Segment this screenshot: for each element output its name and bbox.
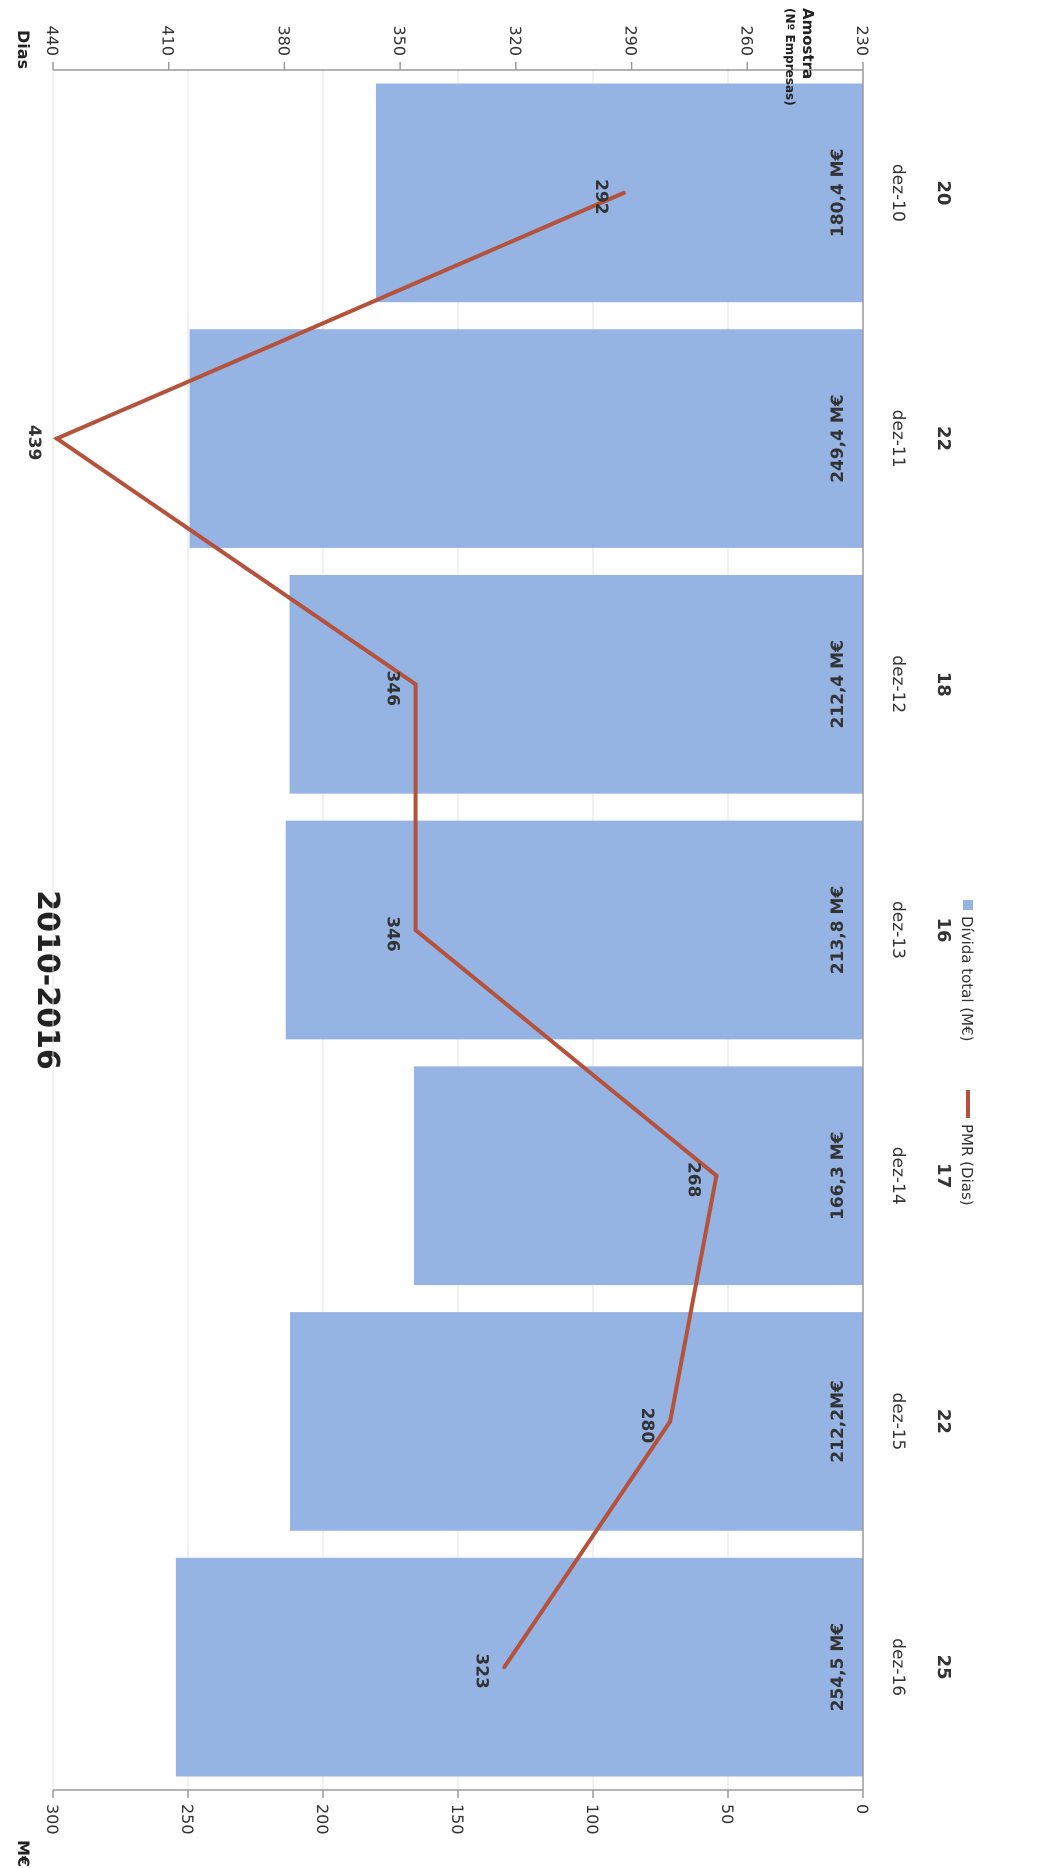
y-left-tick-label: 230 — [853, 25, 872, 56]
line-label: 346 — [383, 916, 403, 952]
category-label: dez-14 — [888, 1147, 908, 1205]
bar — [290, 1312, 863, 1531]
y-left-tick-label: 410 — [159, 25, 178, 56]
bar-label: 180,4 M€ — [828, 149, 848, 237]
y-axis-left-label: Dias — [14, 30, 33, 69]
y-left-tick-label: 260 — [737, 25, 756, 56]
line-label: 268 — [683, 1162, 703, 1198]
line-point — [502, 1665, 507, 1670]
y-axis-right-ticks: 0 50 100 150 200 250 300 — [43, 1790, 872, 1835]
y-right-tick-label: 200 — [313, 1804, 332, 1835]
bar-series — [175, 83, 863, 1777]
sample-size-label: 22 — [933, 1409, 954, 1434]
bar — [175, 1557, 863, 1777]
y-right-tick-label: 250 — [178, 1804, 197, 1835]
bar — [289, 574, 863, 794]
bar — [189, 329, 863, 548]
y-left-tick-label: 380 — [274, 25, 293, 56]
y-right-tick-label: 0 — [853, 1804, 872, 1814]
line-series — [52, 190, 719, 1670]
sample-size-label: 18 — [933, 672, 954, 697]
category-label: dez-16 — [888, 1638, 908, 1696]
category-label: dez-10 — [888, 164, 908, 222]
sample-size-label: 17 — [933, 1163, 954, 1188]
y-right-tick-label: 300 — [43, 1804, 62, 1835]
line-point — [413, 928, 418, 932]
y-axis-left-ticks: 230 260 290 320 350 380 410 440 — [43, 25, 872, 70]
y-right-tick-label: 50 — [718, 1804, 737, 1824]
line-value-labels: 292 439 346 346 268 280 323 — [24, 179, 704, 1689]
bar — [413, 1066, 863, 1286]
legend-label-line: PMR (Dias) — [958, 1124, 976, 1206]
sample-size-label: 22 — [933, 426, 954, 451]
bar-label: 166,3 M€ — [828, 1131, 848, 1219]
legend: Dívida total (M€) PMR (Dias) — [958, 900, 976, 1206]
line-point — [714, 1173, 719, 1178]
category-labels: dez-10 dez-11 dez-12 dez-13 dez-14 dez-15 dez-… — [888, 164, 908, 1696]
y-right-tick-label: 100 — [583, 1804, 602, 1835]
category-label: dez-12 — [888, 655, 908, 713]
sample-header: Amostra — [799, 8, 817, 79]
chart-title: 2010-2016 — [30, 890, 65, 1069]
legend-swatch-bar — [963, 900, 973, 910]
bar-value-labels: 180,4 M€ 249,4 M€ 212,4 M€ 213,8 M€ 166,3 M€… — [828, 149, 848, 1712]
bar-label: 213,8 M€ — [828, 886, 848, 974]
bar — [285, 820, 863, 1040]
line-point — [413, 682, 418, 687]
line-point — [621, 190, 626, 195]
y-left-tick-label: 350 — [390, 25, 409, 56]
y-left-tick-label: 290 — [622, 25, 641, 56]
category-label: dez-11 — [888, 410, 908, 468]
sample-size-label: 25 — [933, 1655, 954, 1680]
category-label: dez-15 — [888, 1392, 908, 1450]
bar-label: 212,2M€ — [828, 1380, 848, 1463]
sample-size-label: 16 — [933, 917, 954, 942]
bar-label: 212,4 M€ — [828, 640, 848, 728]
line-label: 323 — [471, 1653, 491, 1689]
sample-subheader: (Nº Empresas) — [783, 8, 797, 106]
bar-label: 254,5 M€ — [828, 1623, 848, 1711]
sample-size-label: 20 — [933, 180, 954, 205]
line-label: 439 — [24, 425, 44, 461]
legend-label-bar: Dívida total (M€) — [958, 916, 976, 1042]
y-left-tick-label: 440 — [43, 25, 62, 56]
sample-size-labels: 20 22 18 16 17 22 25 — [933, 180, 954, 1679]
y-axis-right-label: M€ — [14, 1840, 33, 1867]
y-left-tick-label: 320 — [506, 25, 525, 56]
line-point — [668, 1419, 673, 1424]
line-label: 292 — [591, 179, 611, 215]
y-right-tick-label: 150 — [448, 1804, 467, 1835]
line-label: 280 — [637, 1408, 657, 1444]
bar-label: 249,4 M€ — [828, 394, 848, 482]
line-label: 346 — [383, 671, 403, 707]
category-label: dez-13 — [888, 901, 908, 959]
line-point — [54, 436, 59, 441]
